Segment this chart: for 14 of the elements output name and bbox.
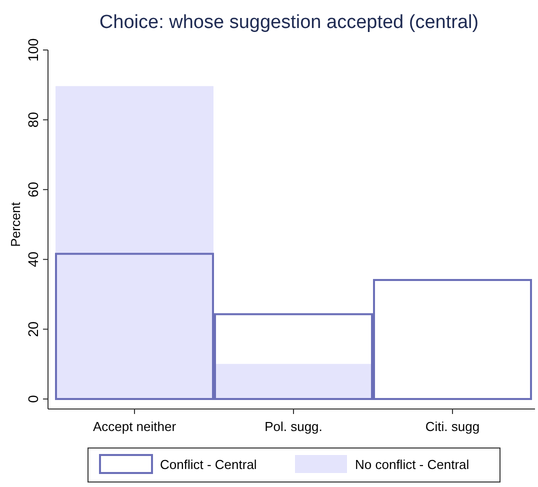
x-tick-label: Accept neither (92, 419, 177, 434)
y-tick-label: 60 (25, 182, 41, 198)
y-tick-label: 100 (25, 38, 41, 62)
legend-label: Conflict - Central (160, 457, 257, 472)
y-tick-label: 80 (25, 112, 41, 128)
bar (54, 85, 214, 400)
x-tick-label: Pol. sugg. (264, 419, 322, 434)
legend-label: No conflict - Central (355, 457, 470, 472)
y-tick-label: 40 (25, 251, 41, 268)
chart-title: Choice: whose suggestion accepted (central) (99, 12, 479, 33)
y-tick-label: 20 (25, 321, 41, 337)
y-tick-label: 0 (25, 394, 41, 403)
x-tick-label: Citi. sugg (425, 419, 480, 434)
y-axis-title: Percent (8, 202, 23, 247)
